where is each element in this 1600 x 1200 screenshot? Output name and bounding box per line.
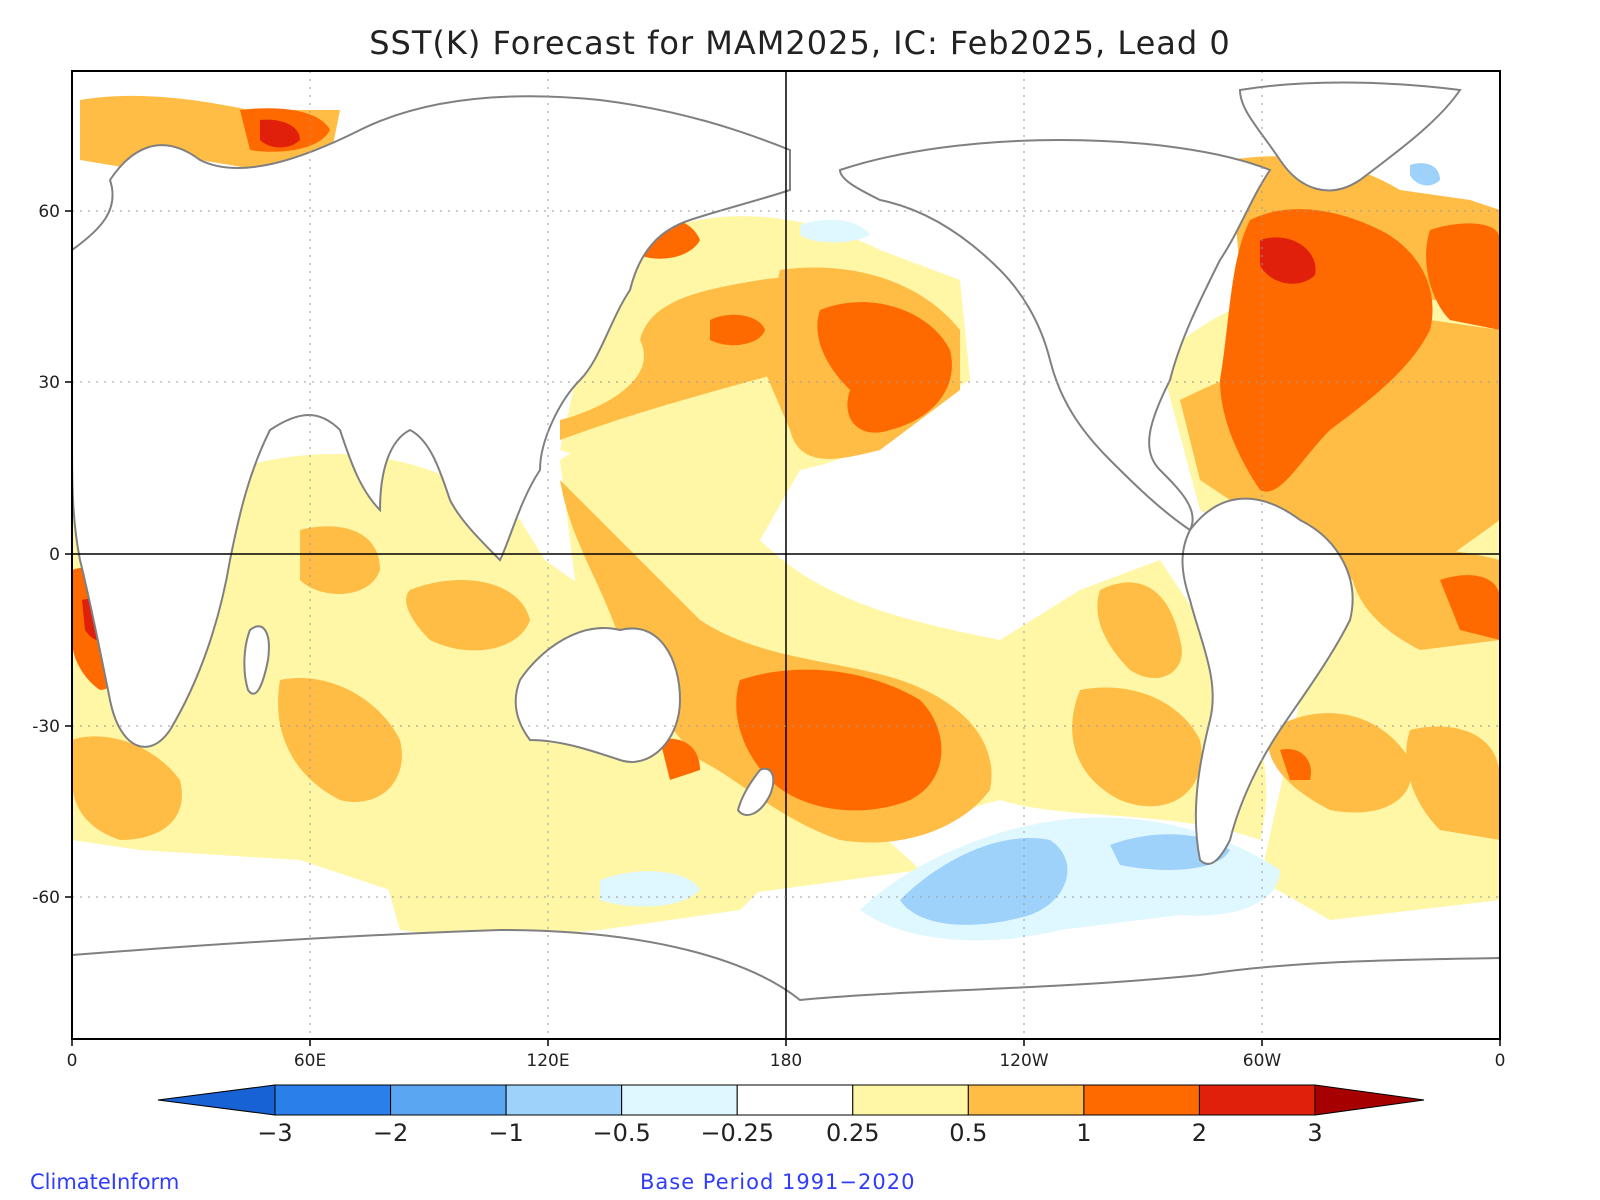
- warm-very-strong-gulf-stream: [1260, 237, 1316, 284]
- warm-moderate-indian-b: [406, 580, 530, 651]
- warm-strong-south-pacific: [736, 669, 942, 811]
- antarctica-land: [72, 928, 1500, 1039]
- warm-strong-nw-pacific-a: [710, 314, 765, 346]
- cool-weak-south-indian: [600, 871, 700, 907]
- colorbar-swatch: [1083, 1084, 1200, 1116]
- colorbar: −3 −2 −1 −0.5 −0.25 0.25 0.5 1 2 3: [157, 1084, 1425, 1147]
- axis-ticks: [65, 210, 1501, 1046]
- x-tick-label: 60E: [294, 1051, 326, 1071]
- map-title: SST(K) Forecast for MAM2025, IC: Feb2025…: [369, 24, 1231, 62]
- colorbar-label: −2: [373, 1119, 408, 1147]
- africa-eurasia-land: [72, 95, 791, 748]
- colorbar-label: −0.25: [700, 1119, 774, 1147]
- x-tick-labels: 0 60E 120E 180 120W 60W 0: [67, 1051, 1506, 1071]
- south-america-land: [1181, 497, 1354, 865]
- warm-strong-north-pacific: [817, 302, 952, 433]
- colorbar-label: −1: [488, 1119, 523, 1147]
- x-tick-label: 60W: [1243, 1051, 1282, 1071]
- colorbar-label: 1: [1076, 1119, 1091, 1147]
- colorbar-swatch: [736, 1084, 854, 1116]
- warm-moderate-sw-atlantic: [1268, 713, 1412, 813]
- colorbar-label: 2: [1192, 1119, 1207, 1147]
- cool-moderate-southern-a: [900, 838, 1068, 925]
- new-zealand-land: [736, 767, 775, 816]
- warm-moderate-south-atlantic: [72, 736, 182, 840]
- credit-right: Base Period 1991−2020: [640, 1170, 916, 1194]
- x-tick-label: 0: [67, 1051, 78, 1071]
- warm-moderate-indian-a: [300, 526, 380, 594]
- colorbar-swatch: [274, 1084, 392, 1116]
- land-masses: [72, 81, 1500, 1039]
- colorbar-high-triangle: [1314, 1084, 1425, 1116]
- warm-strong-east-aus: [660, 738, 700, 780]
- greenland-land: [1238, 81, 1462, 192]
- colorbar-swatch: [621, 1084, 738, 1116]
- north-america-land: [838, 138, 1272, 532]
- australia-land: [514, 627, 682, 763]
- colorbar-label: 3: [1307, 1119, 1322, 1147]
- x-tick-label: 0: [1495, 1051, 1506, 1071]
- colorbar-swatch: [967, 1084, 1085, 1116]
- warm-strong-south-atlantic-east: [1440, 575, 1500, 640]
- warm-strong-north-atlantic: [1220, 209, 1433, 492]
- warm-moderate-south-atlantic-east: [1406, 726, 1500, 840]
- warm-strong-brazil: [1280, 749, 1311, 780]
- colorbar-label: −3: [257, 1119, 292, 1147]
- colorbar-swatch: [1198, 1084, 1316, 1116]
- x-tick-label: 120W: [999, 1051, 1048, 1071]
- colorbar-low-triangle: [157, 1084, 276, 1116]
- warm-very-strong-barents: [260, 119, 300, 148]
- y-tick-labels: 60 30 0 -30 -60: [32, 202, 60, 908]
- madagascar-land: [243, 625, 270, 695]
- colorbar-swatch: [505, 1084, 623, 1116]
- y-tick-label: 60: [38, 202, 60, 222]
- cool-moderate-north-atlantic: [1410, 163, 1440, 186]
- warm-moderate-indian-c: [278, 678, 402, 802]
- y-tick-label: -60: [32, 888, 60, 908]
- warm-moderate-se-pacific: [1072, 687, 1202, 807]
- colorbar-label: −0.5: [593, 1119, 651, 1147]
- x-tick-label: 120E: [526, 1051, 569, 1071]
- y-tick-label: 30: [38, 373, 60, 393]
- warm-moderate-east-pacific: [1097, 582, 1182, 679]
- colorbar-swatch: [390, 1084, 507, 1116]
- anomaly-shading: [72, 71, 1500, 1039]
- colorbar-label: 0.25: [826, 1119, 879, 1147]
- credit-left: ClimateInform: [30, 1170, 180, 1194]
- cool-weak-north-pacific: [800, 219, 870, 243]
- colorbar-swatch: [852, 1084, 969, 1116]
- graticule: [72, 71, 1500, 1039]
- warm-strong-atlantic-trop: [1426, 223, 1500, 330]
- x-tick-label: 180: [770, 1051, 802, 1071]
- y-tick-label: 0: [49, 545, 60, 565]
- colorbar-label: 0.5: [949, 1119, 987, 1147]
- y-tick-label: -30: [32, 717, 60, 737]
